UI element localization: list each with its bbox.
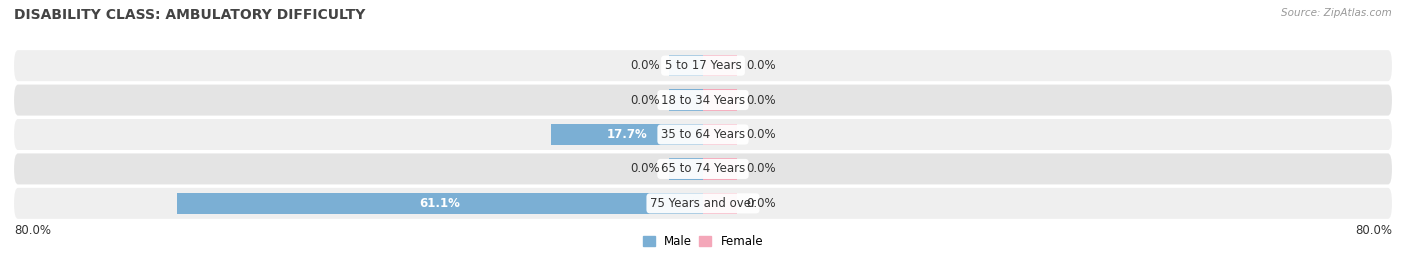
Text: 0.0%: 0.0% <box>747 128 776 141</box>
Text: 0.0%: 0.0% <box>630 162 659 175</box>
Bar <box>669 89 703 111</box>
Text: Source: ZipAtlas.com: Source: ZipAtlas.com <box>1281 8 1392 18</box>
Text: 0.0%: 0.0% <box>747 197 776 210</box>
FancyBboxPatch shape <box>14 84 1392 116</box>
Bar <box>703 55 738 76</box>
Text: DISABILITY CLASS: AMBULATORY DIFFICULTY: DISABILITY CLASS: AMBULATORY DIFFICULTY <box>14 8 366 22</box>
Text: 5 to 17 Years: 5 to 17 Years <box>665 59 741 72</box>
Bar <box>703 124 738 145</box>
FancyBboxPatch shape <box>14 119 1392 150</box>
Text: 0.0%: 0.0% <box>747 59 776 72</box>
FancyBboxPatch shape <box>14 50 1392 81</box>
Bar <box>669 55 703 76</box>
Text: 35 to 64 Years: 35 to 64 Years <box>661 128 745 141</box>
Text: 0.0%: 0.0% <box>747 162 776 175</box>
Legend: Male, Female: Male, Female <box>638 230 768 253</box>
Text: 61.1%: 61.1% <box>419 197 460 210</box>
Bar <box>551 124 703 145</box>
Bar <box>703 89 738 111</box>
Text: 80.0%: 80.0% <box>14 224 51 237</box>
Bar <box>669 158 703 180</box>
Bar <box>177 193 703 214</box>
Text: 75 Years and over: 75 Years and over <box>650 197 756 210</box>
Text: 0.0%: 0.0% <box>747 94 776 107</box>
FancyBboxPatch shape <box>14 188 1392 219</box>
Bar <box>703 193 738 214</box>
Text: 18 to 34 Years: 18 to 34 Years <box>661 94 745 107</box>
Bar <box>703 158 738 180</box>
Text: 0.0%: 0.0% <box>630 59 659 72</box>
Text: 0.0%: 0.0% <box>630 94 659 107</box>
Text: 17.7%: 17.7% <box>606 128 647 141</box>
Text: 65 to 74 Years: 65 to 74 Years <box>661 162 745 175</box>
Text: 80.0%: 80.0% <box>1355 224 1392 237</box>
FancyBboxPatch shape <box>14 153 1392 185</box>
